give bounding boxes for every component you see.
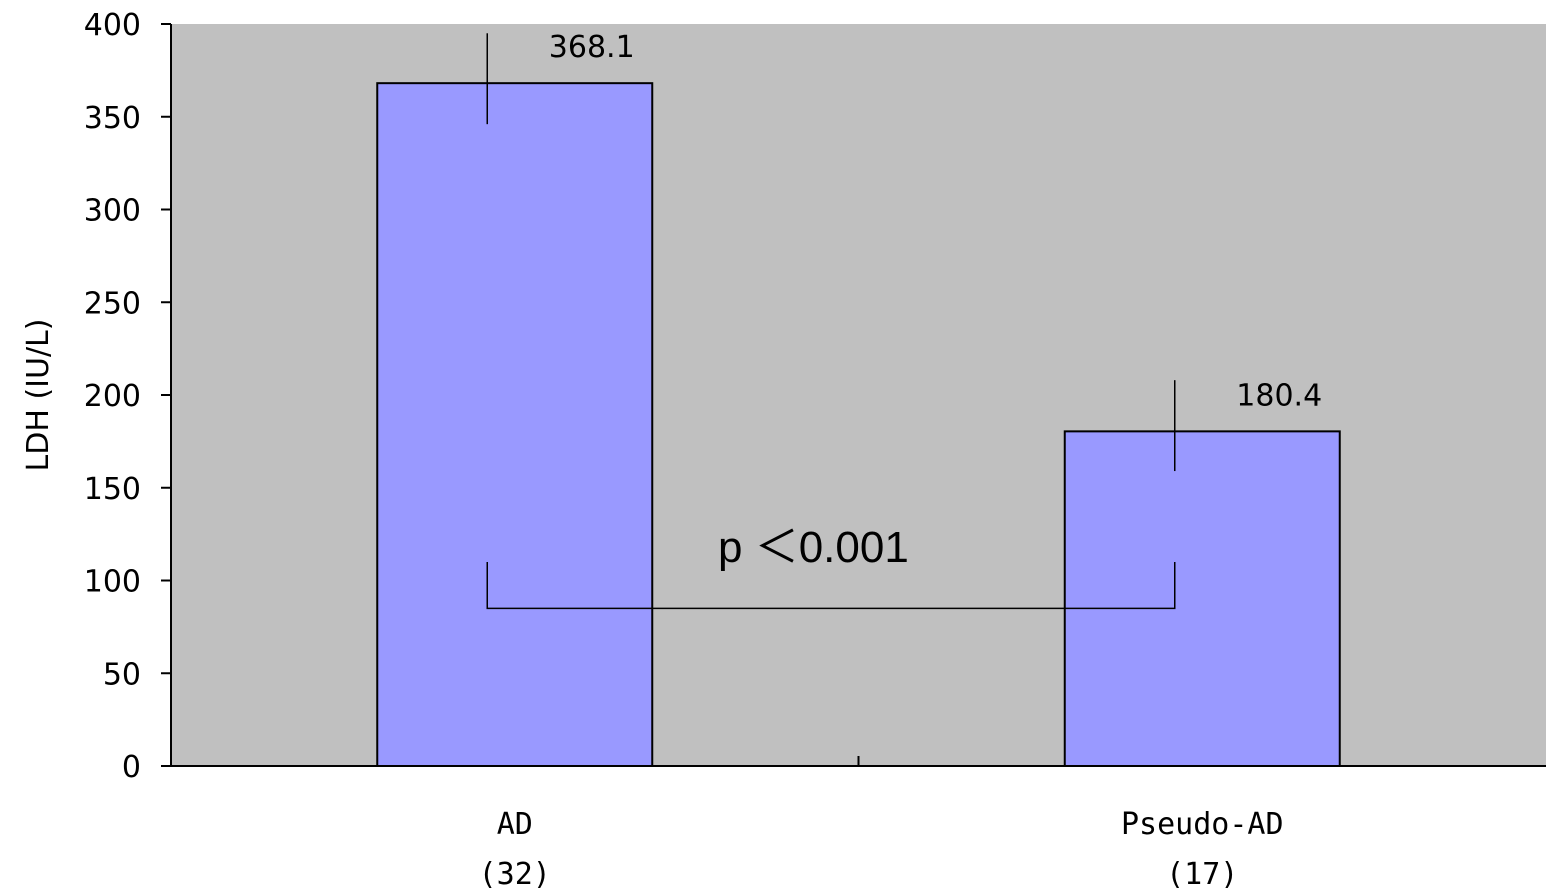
x-category-sublabel: (17) [1166,857,1238,892]
data-label: 180.4 [1236,378,1322,413]
significance-label: p ＜0.001 [718,523,909,572]
y-tick-label: 0 [122,750,141,785]
x-category-label: AD [497,807,533,842]
x-axis: AD (32) Pseudo-AD (17) [171,756,1546,892]
data-label: 368.1 [549,30,635,65]
significance-bracket [486,561,1176,610]
bars [376,82,1341,767]
y-tick-label: 150 [84,472,141,507]
bar-ad [376,82,654,767]
y-tick-label: 200 [84,379,141,414]
error-bars [486,33,1176,472]
y-tick-label: 100 [84,565,141,600]
y-tick-label: 350 [84,101,141,136]
y-axis-title: LDH (IU/L) [21,319,56,472]
y-tick-label: 250 [84,286,141,321]
y-tick-label: 400 [84,8,141,43]
bar-pseudo-ad [1063,430,1341,767]
y-tick-label: 300 [84,194,141,229]
x-category-sublabel: (32) [479,857,551,892]
data-labels: 368.1 180.4 [549,30,1322,413]
significance-annotation: p ＜0.001 [486,523,1176,610]
y-tick-label: 50 [103,657,141,692]
y-axis: 0 50 100 150 200 250 300 350 400 [84,8,172,785]
x-category-label: Pseudo-AD [1121,807,1284,842]
